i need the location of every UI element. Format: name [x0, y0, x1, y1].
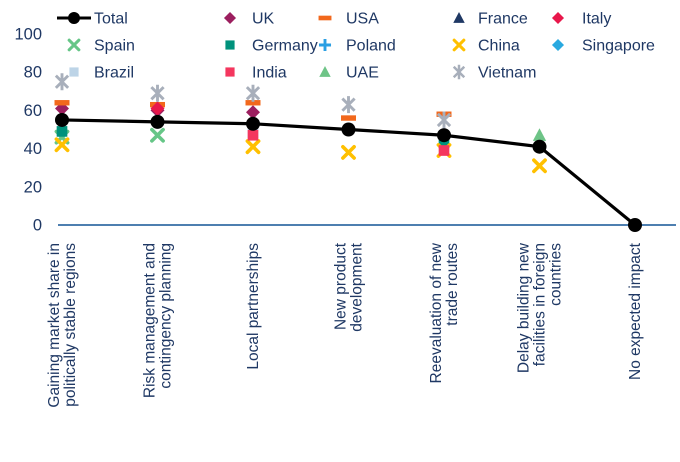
- y-axis-tick-label: 0: [33, 217, 42, 235]
- x-axis-category-label-6: Delay building newfacilities in foreignc…: [516, 242, 565, 373]
- legend-marker-india: [225, 67, 235, 77]
- legend-label-singapore: Singapore: [582, 38, 655, 55]
- marker-usa-cat3: [245, 100, 261, 106]
- marker-india-cat5: [438, 145, 450, 156]
- legend-item-italy: Italy: [551, 11, 611, 28]
- legend-item-uk: UK: [223, 11, 275, 28]
- x-axis-category-label-3: Local partnerships: [245, 243, 262, 370]
- legend-marker-germany: [225, 40, 235, 50]
- marker-vietnam-cat5: [436, 111, 452, 129]
- marker-uk-cat3: [246, 105, 260, 120]
- marker-china-cat4: [341, 145, 356, 160]
- marker-vietnam-cat4: [341, 96, 356, 114]
- legend-item-poland: Poland: [318, 38, 396, 55]
- legend-item-singapore: Singapore: [551, 38, 655, 55]
- marker-india-cat3: [247, 129, 259, 141]
- y-axis-tick-label: 80: [24, 64, 42, 82]
- legend-marker-total: [68, 12, 80, 24]
- legend-item-france: France: [453, 11, 528, 28]
- y-axis-tick-label: 60: [24, 102, 42, 120]
- legend-item-vietnam: Vietnam: [452, 64, 536, 82]
- marker-usa-cat4: [341, 115, 356, 121]
- legend-marker-uae: [319, 65, 331, 77]
- marker-total-cat5: [437, 128, 451, 143]
- legend-label-poland: Poland: [346, 38, 396, 55]
- x-axis-category-label-4: New productdevelopment: [333, 242, 366, 331]
- x-axis-category-label-5: Reevaluation of newtrade routes: [428, 242, 461, 383]
- y-axis-tick-label: 100: [14, 26, 42, 44]
- marker-total-cat6: [532, 139, 547, 154]
- legend-marker-poland: [318, 38, 332, 52]
- y-axis-tick-label: 20: [24, 178, 42, 196]
- legend-marker-singapore: [551, 38, 565, 52]
- x-axis-category-label-1: Gaining market share inpolitically stabl…: [46, 243, 79, 408]
- marker-china-cat1: [54, 137, 70, 153]
- marker-total-cat4: [341, 122, 356, 137]
- marker-china-cat3: [245, 139, 261, 155]
- legend-marker-china: [452, 38, 466, 52]
- legend-marker-uk: [223, 11, 237, 25]
- legend-label-germany: Germany: [252, 38, 318, 55]
- marker-total-cat1: [55, 112, 69, 127]
- legend-label-italy: Italy: [582, 11, 611, 28]
- marker-china-cat6: [532, 158, 547, 174]
- legend-item-china: China: [452, 38, 520, 55]
- legend-item-germany: Germany: [225, 38, 318, 55]
- marker-total-cat7: [628, 218, 642, 232]
- marker-vietnam-cat3: [245, 84, 261, 102]
- legend-label-total: Total: [94, 11, 128, 28]
- marker-italy-cat2: [150, 101, 165, 116]
- legend-label-usa: USA: [346, 11, 379, 28]
- legend-marker-spain: [67, 38, 81, 52]
- marker-germany-cat5: [438, 137, 450, 149]
- legend-item-total: Total: [57, 11, 128, 28]
- legend-label-india: India: [252, 65, 287, 82]
- x-axis-category-label-2: Risk management andcontingency planning: [142, 243, 175, 398]
- legend-item-uae: UAE: [319, 65, 379, 82]
- legend-marker-france: [453, 11, 465, 23]
- marker-uae-cat6: [532, 128, 547, 141]
- legend-label-uae: UAE: [346, 65, 379, 82]
- x-axis-category-label-7: No expected impact: [627, 242, 644, 380]
- legend-label-france: France: [478, 11, 528, 28]
- legend-marker-italy: [551, 11, 565, 25]
- marker-vietnam-cat1: [54, 73, 70, 91]
- marker-total-cat3: [246, 116, 260, 131]
- legend-label-brazil: Brazil: [94, 65, 134, 82]
- marker-total-cat2: [150, 114, 165, 129]
- legend-label-uk: UK: [252, 11, 275, 28]
- marker-spain-cat2: [150, 127, 165, 143]
- legend-item-india: India: [225, 65, 287, 82]
- marker-germany-cat1: [56, 126, 68, 137]
- legend-item-usa: USA: [318, 11, 379, 28]
- legend-label-vietnam: Vietnam: [478, 65, 536, 82]
- marker-usa-cat1: [54, 100, 70, 106]
- legend-marker-brazil: [69, 67, 79, 77]
- legend-item-brazil: Brazil: [69, 65, 134, 82]
- y-axis-tick-label: 40: [24, 140, 42, 158]
- legend-marker-vietnam: [452, 64, 466, 80]
- marker-vietnam-cat2: [150, 84, 165, 102]
- legend-item-spain: Spain: [67, 38, 135, 55]
- legend-label-spain: Spain: [94, 38, 135, 55]
- legend-marker-usa: [318, 15, 332, 21]
- legend-label-china: China: [478, 38, 520, 55]
